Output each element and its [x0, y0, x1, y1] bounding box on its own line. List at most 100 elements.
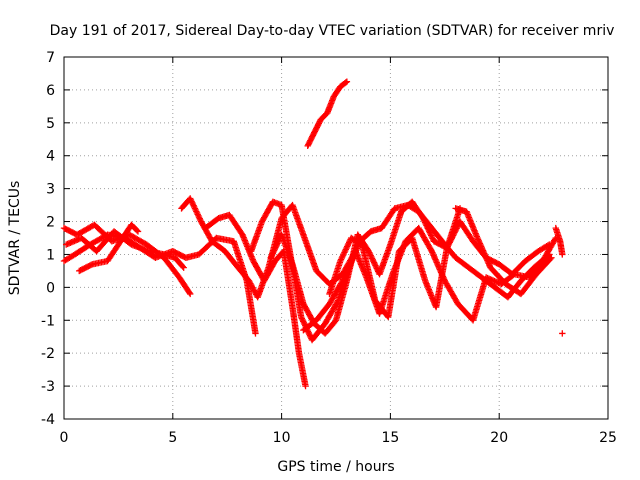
data-point-marker [372, 263, 380, 271]
plot-frame [63, 56, 609, 420]
data-point-marker [306, 332, 314, 339]
data-point-marker [267, 254, 274, 261]
data-point-marker [370, 258, 377, 265]
data-point-marker [422, 220, 429, 228]
data-point-marker [345, 240, 352, 247]
data-point-marker [368, 253, 375, 261]
data-point-marker [268, 251, 276, 259]
data-point-marker [426, 229, 434, 236]
data-point-marker [195, 212, 202, 219]
chart-title: Day 191 of 2017, Sidereal Day-to-day VTE… [50, 23, 615, 39]
data-point-marker [189, 199, 196, 207]
y-tick-label: 3 [46, 182, 55, 198]
data-point-marker [427, 230, 434, 238]
data-point-marker [194, 211, 201, 218]
data-point-marker [367, 252, 374, 259]
data-point-marker [273, 241, 281, 248]
data-point-marker [193, 208, 200, 215]
data-point-marker [341, 249, 348, 256]
data-point-marker [187, 196, 195, 204]
data-point-marker [420, 216, 427, 223]
data-point-marker [196, 215, 203, 222]
data-point-marker [192, 206, 199, 214]
data-point-marker [339, 253, 346, 260]
data-point-marker [424, 225, 431, 232]
data-point-marker [368, 255, 376, 262]
data-point-marker [274, 240, 281, 247]
y-tick-label: -1 [41, 313, 55, 329]
y-tick-label: 7 [46, 50, 55, 66]
data-point-marker [421, 219, 429, 226]
data-point-marker [305, 329, 312, 337]
data-point-marker [345, 239, 353, 246]
data-point-marker [186, 289, 193, 296]
data-point-marker [272, 244, 279, 251]
data-point-marker [423, 222, 430, 229]
data-point-marker [547, 255, 554, 263]
data-point-marker [559, 251, 566, 258]
grid-lines [64, 57, 608, 419]
data-point-marker [302, 382, 309, 390]
data-point-marker [372, 262, 379, 269]
data-point-marker [428, 233, 436, 241]
x-tick-label: 25 [599, 430, 617, 446]
data-point-marker [366, 250, 374, 258]
data-point-marker [341, 247, 349, 255]
y-tick-label: 6 [46, 83, 55, 99]
data-point-marker [337, 256, 345, 263]
data-point-marker [339, 252, 347, 259]
axis-ticks: -4 -3 -2 -1 0 1 2 3 4 5 6 7 0 5 10 15 20 25 [41, 50, 617, 446]
data-point-marker [268, 253, 275, 260]
data-point-marker [191, 205, 199, 212]
data-point-marker [87, 261, 95, 269]
x-tick-label: 15 [381, 430, 399, 446]
data-point-marker [337, 257, 344, 265]
y-tick-label: 5 [46, 116, 55, 132]
data-point-marker [342, 246, 349, 253]
data-point-marker [179, 263, 186, 270]
data-point-marker [187, 290, 194, 298]
data-point-marker [195, 214, 203, 221]
y-tick-label: -3 [41, 379, 55, 395]
data-point-marker [344, 241, 352, 249]
data-point-marker [423, 223, 431, 231]
data-point-marker [272, 243, 280, 250]
x-tick-label: 0 [60, 430, 69, 446]
data-point-marker [370, 259, 378, 266]
data-point-marker [425, 226, 432, 233]
data-point-marker [306, 331, 313, 338]
y-tick-label: -4 [41, 412, 55, 428]
data-point-marker [421, 217, 428, 225]
y-tick-label: 1 [46, 247, 55, 263]
x-tick-label: 20 [490, 430, 508, 446]
data-point-marker [270, 248, 277, 256]
data-point-marker [366, 249, 373, 256]
data-point-marker [193, 209, 201, 217]
y-tick-label: 4 [46, 149, 55, 165]
data-point-marker [189, 201, 197, 208]
data-point-marker [425, 228, 433, 235]
data-point-marker [343, 78, 351, 85]
data-point-marker [342, 79, 349, 86]
data-point-marker [338, 254, 345, 262]
data-point-marker [134, 228, 142, 235]
data-point-marker [428, 232, 435, 239]
y-tick-label: 0 [46, 280, 55, 296]
data-point-marker [275, 238, 282, 246]
data-point-marker [133, 227, 141, 234]
data-point-marker [191, 203, 198, 211]
data-point-marker [271, 245, 278, 253]
data-point-marker [559, 330, 566, 337]
data-point-marker [187, 195, 194, 202]
data-point-marker [429, 235, 436, 242]
data-point-marker [343, 243, 351, 250]
data-markers [60, 78, 566, 390]
data-point-marker [369, 256, 376, 264]
data-point-marker [252, 330, 259, 337]
data-point-marker [299, 316, 306, 324]
x-tick-label: 10 [273, 430, 291, 446]
data-point-marker [297, 313, 305, 321]
data-point-marker [270, 247, 278, 254]
data-point-marker [188, 198, 195, 205]
